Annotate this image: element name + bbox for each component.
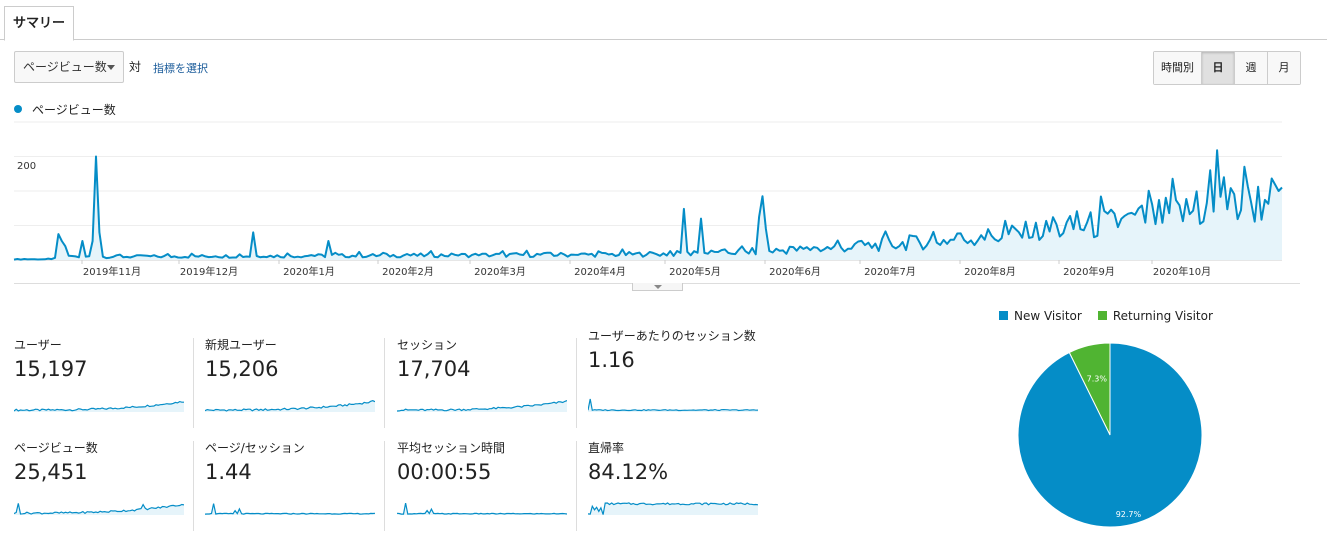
legend-item-returning-visitor[interactable]: Returning Visitor — [1097, 309, 1213, 323]
sparkline-line — [205, 400, 375, 412]
metric-sparkline — [14, 400, 184, 412]
metric-select-value: ページビュー数 — [23, 60, 107, 74]
metric-sparkline — [205, 400, 375, 412]
sparkline-line — [205, 503, 375, 515]
pie-slice-new-visitor — [1017, 342, 1203, 528]
metric-label: ページ/セッション — [205, 441, 305, 455]
x-tick-label: 2020年6月 — [769, 265, 821, 278]
pageviews-line-chart[interactable]: 2004002019年11月2019年12月2020年1月2020年2月2020… — [0, 115, 1300, 280]
x-tick-label: 2020年9月 — [1063, 265, 1115, 278]
granularity-toggle: 時間別 日 週 月 — [1153, 51, 1301, 85]
chevron-down-icon — [107, 65, 115, 70]
x-tick-label: 2020年5月 — [669, 265, 721, 278]
metric-value: 15,206 — [205, 357, 279, 381]
legend-item-new-visitor[interactable]: New Visitor — [999, 309, 1082, 323]
sparkline-area — [588, 502, 758, 515]
x-tick-label: 2019年11月 — [83, 265, 141, 278]
granularity-day-button[interactable]: 日 — [1202, 52, 1235, 84]
metric-value: 84.12% — [588, 460, 669, 484]
metric-label: ページビュー数 — [14, 441, 98, 455]
series-line-pageviews — [13, 149, 1283, 261]
x-tick-label: 2019年12月 — [180, 265, 238, 278]
metric-label: 平均セッション時間 — [397, 441, 506, 455]
metric-label: ユーザーあたりのセッション数 — [588, 329, 756, 343]
metric-label: ユーザー — [14, 338, 62, 352]
metric-select[interactable]: ページビュー数 — [14, 51, 124, 83]
legend-label: Returning Visitor — [1112, 309, 1213, 323]
metric-tile[interactable]: ユーザー 15,197 — [14, 338, 194, 428]
collapse-chart-button[interactable] — [632, 283, 683, 291]
metric-label: セッション — [397, 338, 458, 352]
granularity-week-button[interactable]: 週 — [1235, 52, 1268, 84]
metric-sparkline — [205, 503, 375, 515]
metric-sparkline — [588, 502, 758, 515]
sparkline-line — [397, 400, 567, 412]
granularity-hourly-button[interactable]: 時間別 — [1154, 52, 1202, 84]
chevron-down-icon — [654, 285, 662, 289]
sparkline-line — [588, 502, 758, 515]
metric-tile[interactable]: ページ/セッション 1.44 — [205, 441, 385, 531]
x-tick-label: 2020年8月 — [964, 265, 1016, 278]
metric-label: 新規ユーザー — [205, 338, 277, 352]
x-tick-label: 2020年4月 — [574, 265, 626, 278]
metric-value: 17,704 — [397, 357, 471, 381]
metric-value: 15,197 — [14, 357, 88, 381]
metric-value: 25,451 — [14, 460, 88, 484]
visitor-pie-chart[interactable]: 7.3% 92.7% — [1010, 335, 1210, 535]
metric-value: 1.44 — [205, 460, 252, 484]
metric-tile[interactable]: ページビュー数 25,451 — [14, 441, 194, 531]
pie-slice-label: 92.7% — [1116, 510, 1142, 519]
vs-label: 対 — [129, 60, 142, 74]
metric-tile[interactable]: 直帰率 84.12% — [588, 441, 768, 531]
sparkline-line — [14, 400, 184, 412]
metric-value: 00:00:55 — [397, 460, 492, 484]
x-tick-label: 2020年3月 — [474, 265, 526, 278]
metric-sparkline — [397, 502, 567, 515]
legend-series-name: ページビュー数 — [32, 103, 116, 117]
y-tick-label: 200 — [17, 161, 36, 172]
metric-sparkline — [588, 398, 758, 412]
sparkline-line — [14, 503, 184, 515]
tab-bar: サマリー — [0, 0, 1327, 41]
legend-swatch-icon — [999, 311, 1008, 320]
metric-tile[interactable]: 新規ユーザー 15,206 — [205, 338, 385, 428]
tab-summary[interactable]: サマリー — [4, 6, 74, 41]
metric-tile[interactable]: 平均セッション時間 00:00:55 — [397, 441, 577, 531]
x-tick-label: 2020年10月 — [1153, 265, 1211, 278]
metric-value: 1.16 — [588, 348, 635, 372]
main-chart-legend: ページビュー数 — [14, 101, 116, 118]
series-dot-icon — [14, 105, 22, 113]
metric-sparkline — [397, 400, 567, 412]
sparkline-line — [397, 502, 567, 515]
metric-tile[interactable]: セッション 17,704 — [397, 338, 577, 428]
area-fill — [14, 150, 1282, 260]
x-tick-label: 2020年1月 — [283, 265, 335, 278]
select-metric-link[interactable]: 指標を選択 — [153, 62, 208, 75]
granularity-month-button[interactable]: 月 — [1268, 52, 1300, 84]
sparkline-line — [588, 398, 758, 412]
pie-legend: New Visitor Returning Visitor — [999, 309, 1213, 323]
metric-sparkline — [14, 503, 184, 515]
legend-label: New Visitor — [1014, 309, 1082, 323]
sparkline-area — [14, 401, 184, 412]
x-tick-label: 2020年2月 — [382, 265, 434, 278]
x-tick-label: 2020年7月 — [864, 265, 916, 278]
sparkline-area — [397, 400, 567, 412]
sparkline-area — [205, 400, 375, 412]
sparkline-area — [14, 503, 184, 515]
metric-label: 直帰率 — [588, 441, 625, 455]
legend-swatch-icon — [1097, 311, 1107, 320]
pie-slice-label: 7.3% — [1087, 375, 1108, 384]
metric-tile[interactable]: ユーザーあたりのセッション数 1.16 — [588, 329, 768, 419]
